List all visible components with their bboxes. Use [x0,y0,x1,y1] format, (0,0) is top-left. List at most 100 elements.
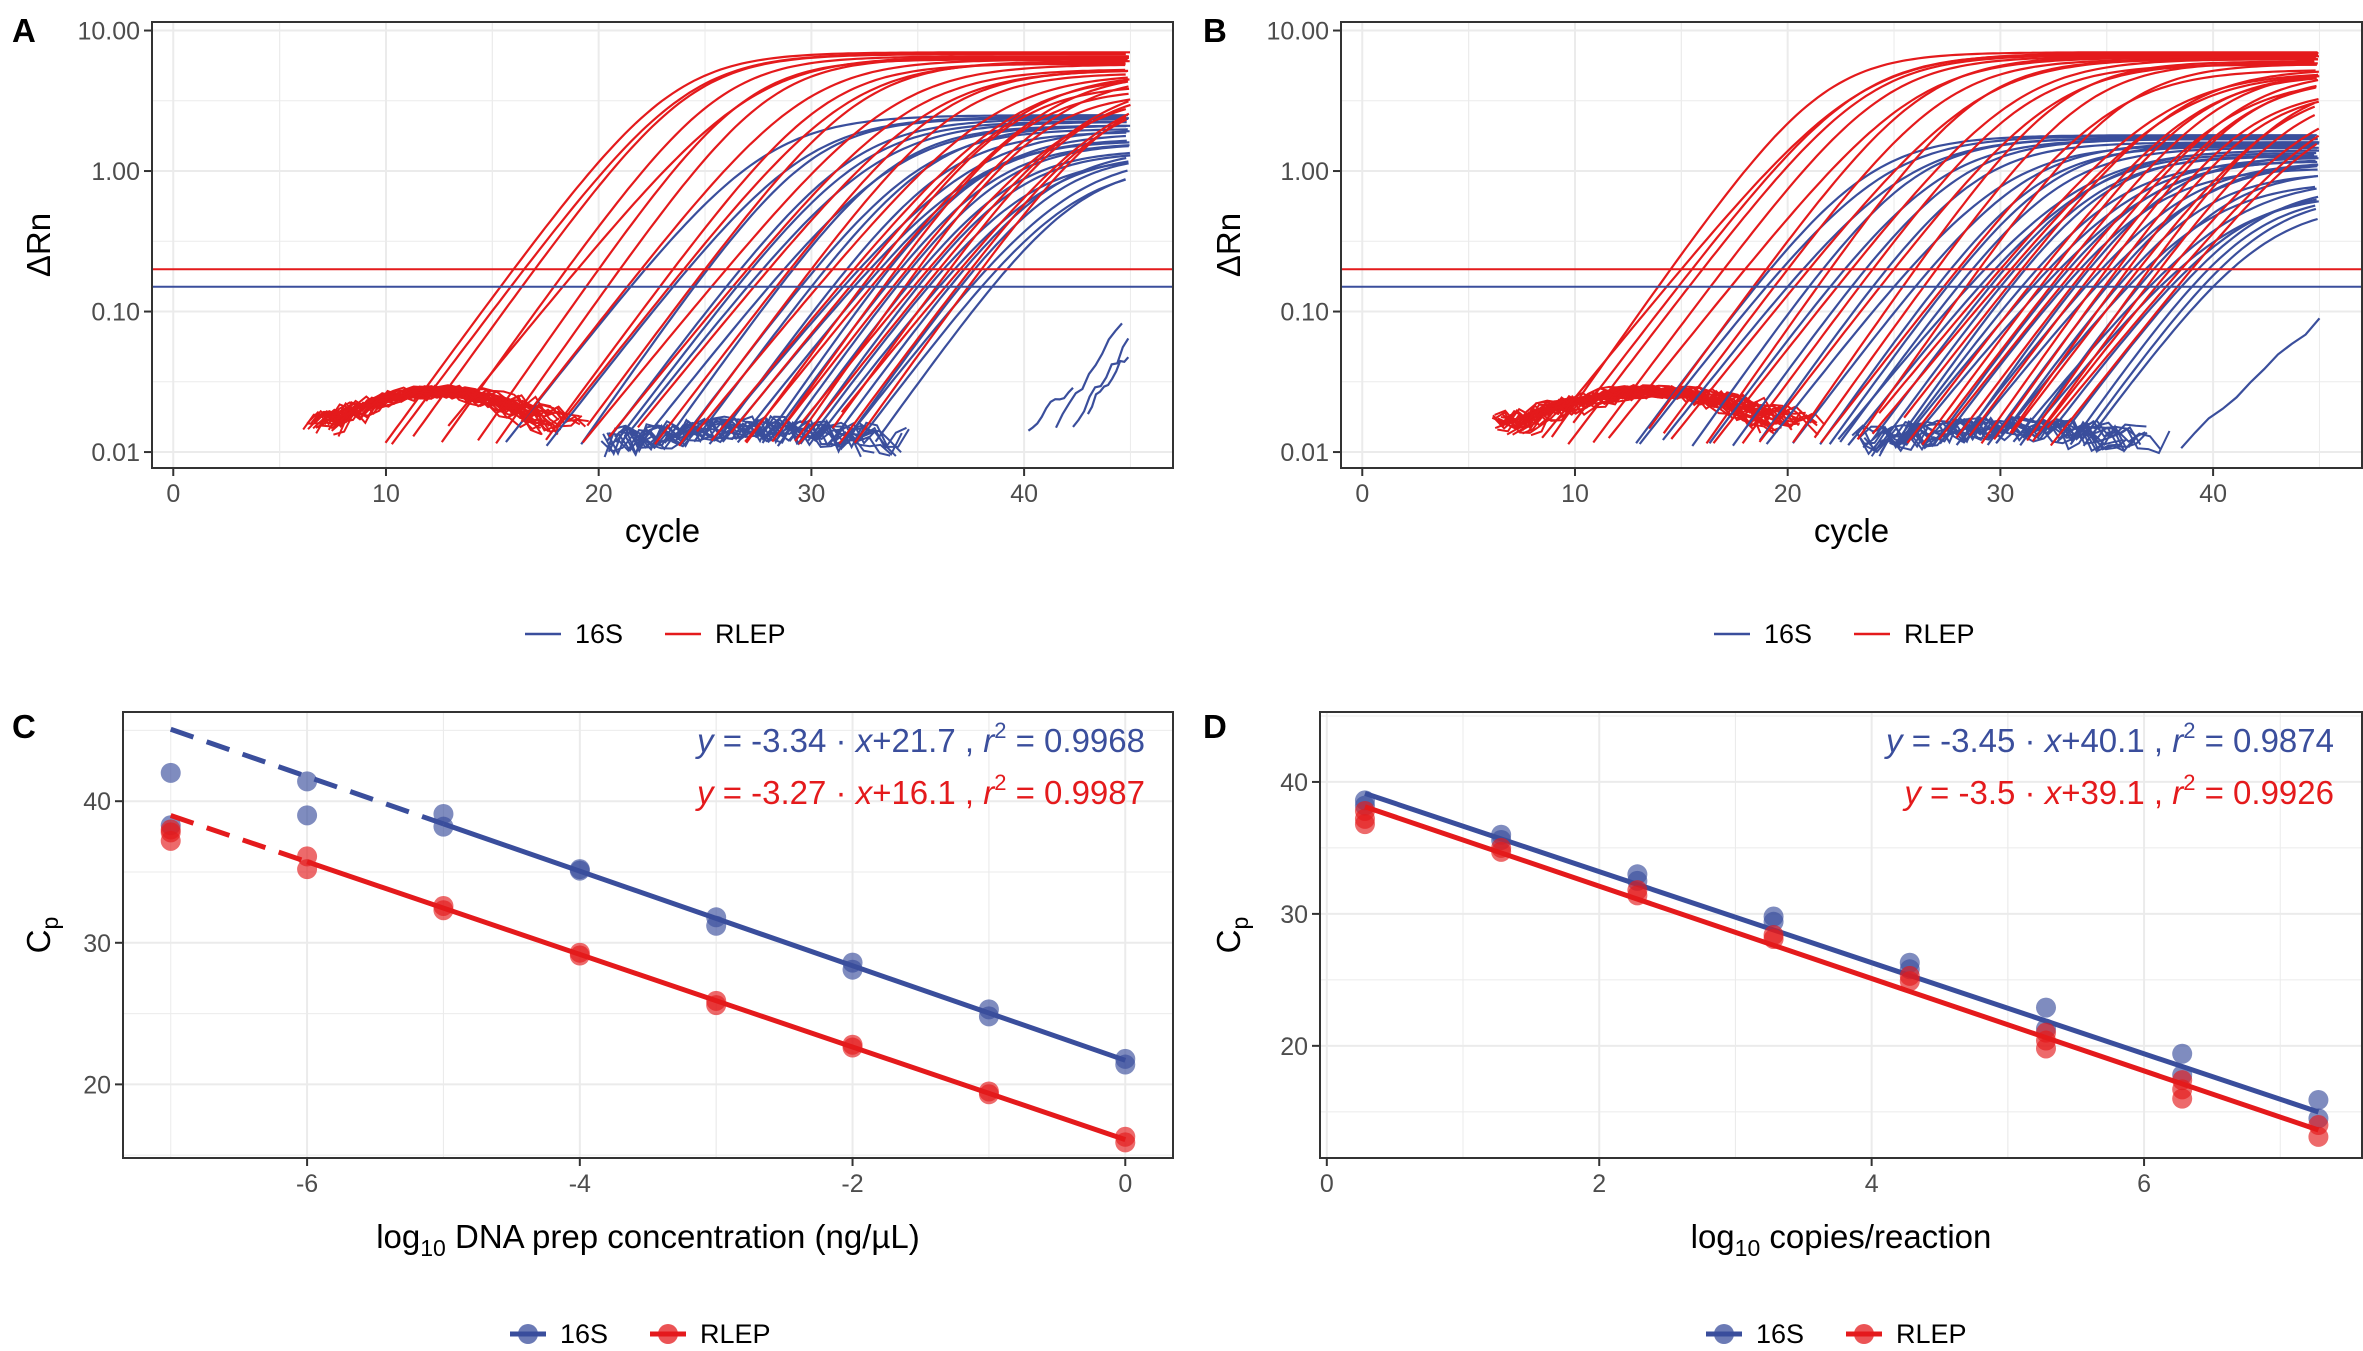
amplification-curve [853,115,1127,444]
fit-equation-rlep: y = -3.27 · x+16.1 , r2 = 0.9987 [695,770,1145,811]
amplification-curve [1945,73,2319,423]
panel-letter: B [1203,12,1227,49]
amplification-curve [838,118,1128,445]
amplification-curve [1813,61,2315,439]
amplification-curve [744,80,1129,443]
late-curves-16s [2180,317,2321,449]
amplification-curve [620,121,1127,443]
late-curve [1055,322,1123,429]
amplification-curve [827,156,1127,447]
amplification-curve [1932,160,2317,446]
data-point [1491,841,1512,862]
data-point [1763,928,1784,949]
amplification-curve [2081,207,2317,441]
legend-label: RLEP [1904,619,1975,649]
grid-lines [1320,712,2362,1158]
axis-ticks: 0 10 20 30 40 0.01 0.10 1.00 10.00 [77,18,1038,508]
x-tick-label: 0 [166,480,180,508]
amplification-curve [1955,79,2319,439]
x-tick-label: 0 [1118,1170,1132,1198]
late-curve [1086,356,1130,415]
data-point [1354,814,1375,835]
legend-swatch-point [518,1324,538,1344]
data-point [297,859,318,880]
legend-label: 16S [560,1319,608,1349]
amplification-curve [797,100,1129,445]
y-tick-label: 0.01 [1280,439,1329,467]
amplification-curve [2012,187,2317,443]
y-tick-label: 40 [1280,769,1308,797]
legend-swatch-point [1714,1324,1734,1344]
panel-letter: C [12,708,36,745]
x-tick-label: -6 [296,1170,318,1198]
amplification-curve [1980,84,2317,445]
amplification-curve [858,178,1126,441]
data-point [1627,885,1648,906]
x-axis-title: cycle [1814,512,1889,549]
legend-item-16s: 16S [510,1319,608,1349]
legend-label: RLEP [1896,1319,1967,1349]
legend-item-16s: 16S [525,619,623,649]
y-tick-label: 0.01 [91,439,140,467]
amplification-curve [1903,70,2319,419]
amplification-curve [1792,141,2320,444]
fit-line-extrapolated [169,813,308,865]
legend-item-rlep: RLEP [665,619,786,649]
legend: 16S RLEP [510,1319,771,1349]
amplification-curve [520,58,1128,423]
data-point [842,959,863,980]
amplification-curve [2069,204,2316,446]
x-tick-label: 2 [1592,1170,1606,1198]
amplification-curve [840,162,1129,447]
legend-item-rlep: RLEP [1846,1319,1967,1349]
late-curve [1072,337,1130,428]
y-tick-label: 20 [83,1071,111,1099]
plot-border [151,21,1174,469]
legend-swatch-point [658,1324,678,1344]
amplification-curve [1965,165,2318,442]
amplification-curve [1732,138,2318,447]
data-point [2308,1089,2329,1110]
amplification-curve [1839,146,2319,443]
y-tick-label: 1.00 [91,158,140,186]
series-rlep [160,813,1136,1153]
amplification-curve [1896,160,2318,447]
amplification-curve [678,73,1126,447]
y-tick-label: 10.00 [1266,18,1329,46]
x-tick-label: 20 [1774,480,1802,508]
y-tick-label: 0.10 [91,299,140,327]
amplification-curve [654,69,1129,445]
amplification-curve [581,63,1126,444]
panel-letter: A [12,12,36,49]
legend: 16S RLEP [1706,1319,1967,1349]
data-point [706,915,727,936]
panel-d: 0 2 4 6 20 30 40 D y = -3.45 · x+40.1 , r2 = 0.9… [1203,708,2363,1261]
plot-area [1341,51,2362,457]
x-axis-title: log10 DNA prep concentration (ng/µL) [376,1218,920,1261]
data-point [2035,997,2056,1018]
amplification-curve [586,60,1130,427]
axis-ticks: 0 10 20 30 40 0.01 0.10 1.00 10.00 [1266,18,2227,508]
amplification-curve [1995,175,2316,444]
x-tick-label: 0 [1320,1170,1334,1198]
data-point [2172,1043,2193,1064]
data-point [433,900,454,921]
legend-item-rlep: RLEP [650,1319,771,1349]
amplification-curve [1820,69,2316,444]
y-tick-label: 40 [83,788,111,816]
legend-item-rlep: RLEP [1854,619,1975,649]
data-point [2308,1126,2329,1147]
x-tick-label: 30 [1986,480,2014,508]
late-curve [1027,387,1074,432]
plot-area [1354,790,2329,1147]
amplification-curve [799,154,1131,445]
amplification-curve [696,76,1128,433]
x-tick-label: 0 [1355,480,1369,508]
x-tick-label: 10 [372,480,400,508]
legend-label: 16S [1764,619,1812,649]
amplification-curve [2026,102,2315,442]
x-tick-label: 30 [797,480,825,508]
x-tick-label: 20 [585,480,613,508]
amplification-curve [708,130,1130,445]
